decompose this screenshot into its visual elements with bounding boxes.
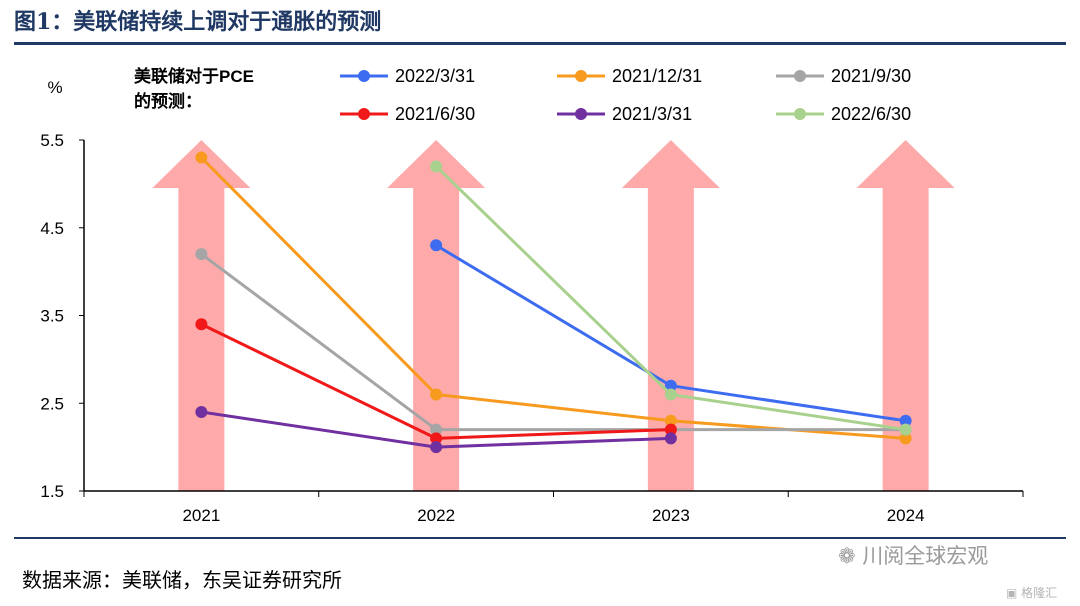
data-point: [195, 151, 208, 164]
x-tick-label: 2023: [652, 506, 690, 525]
legend-label: 2022/6/30: [831, 104, 911, 124]
data-point: [664, 423, 677, 436]
bottom-rule: [14, 537, 1066, 539]
watermark-brand: ❁ 川阅全球宏观: [838, 544, 989, 568]
data-point: [430, 423, 443, 436]
legend-label: 2021/3/31: [612, 104, 692, 124]
source-note: 数据来源：美联储，东吴证券研究所: [22, 568, 342, 592]
legend-label: 2022/3/31: [395, 66, 475, 86]
data-point: [430, 441, 443, 454]
series-layer: [195, 151, 912, 454]
logo-icon: ▣: [1006, 586, 1022, 600]
data-point: [664, 388, 677, 401]
up-arrow-2021: [152, 140, 251, 491]
y-tick-label: 4.5: [40, 219, 64, 238]
legend-swatch-marker: [358, 108, 370, 120]
x-tick-label: 2024: [887, 506, 925, 525]
series-line-2021/12/31: [200, 156, 906, 440]
legend-swatch-marker: [575, 70, 587, 82]
x-tick-label: 2022: [417, 506, 455, 525]
data-point: [430, 239, 443, 252]
y-axis-unit: %: [47, 78, 62, 97]
data-point: [664, 432, 677, 445]
up-arrow-2023: [621, 140, 720, 491]
series-line-2021/9/30: [200, 252, 906, 432]
legend-swatch-marker: [794, 108, 806, 120]
legend-label: 2021/9/30: [831, 66, 911, 86]
legend-label: 2021/12/31: [612, 66, 702, 86]
watermark-sub: ▣ 格隆汇: [1006, 586, 1058, 600]
data-point: [430, 432, 443, 445]
arrows-layer: [152, 140, 955, 491]
chart: 5.5 4.5 3.5 2.5 1.5 2021 2022 2023 2024% 美联储对于PC…: [40, 66, 1024, 525]
legend-title: 美联储对于PCE: [134, 66, 254, 86]
y-tick-label: 1.5: [40, 482, 64, 501]
data-point: [195, 406, 208, 419]
data-point: [195, 248, 208, 261]
y-tick-label: 5.5: [40, 131, 64, 150]
up-arrow-2024: [856, 140, 955, 491]
figure-title: 图1：美联储持续上调对于通胀的预测: [14, 9, 382, 35]
legend-swatch-marker: [358, 70, 370, 82]
y-tick-label: 3.5: [40, 307, 64, 326]
wechat-icon: ❁: [838, 544, 863, 568]
data-point: [899, 432, 912, 445]
legend: 美联储对于PCE 的预测： 2022/3/31 2021/12/31 2021/9/30…: [134, 66, 911, 124]
legend-title: 的预测：: [134, 91, 202, 111]
legend-swatch-marker: [575, 108, 587, 120]
x-tick-label: 2021: [182, 506, 220, 525]
data-point: [430, 160, 443, 173]
up-arrow-2022: [387, 140, 486, 491]
y-tick-label: 2.5: [40, 394, 64, 413]
data-point: [430, 388, 443, 401]
data-point: [195, 318, 208, 331]
title-underline: [14, 42, 1066, 45]
axes-layer: 5.5 4.5 3.5 2.5 1.5 2021 2022 2023 2024%: [40, 78, 1024, 525]
data-point: [899, 414, 912, 427]
data-point: [664, 379, 677, 392]
data-point: [664, 414, 677, 427]
data-point: [899, 423, 912, 436]
legend-label: 2021/6/30: [395, 104, 475, 124]
legend-swatch-marker: [794, 70, 806, 82]
